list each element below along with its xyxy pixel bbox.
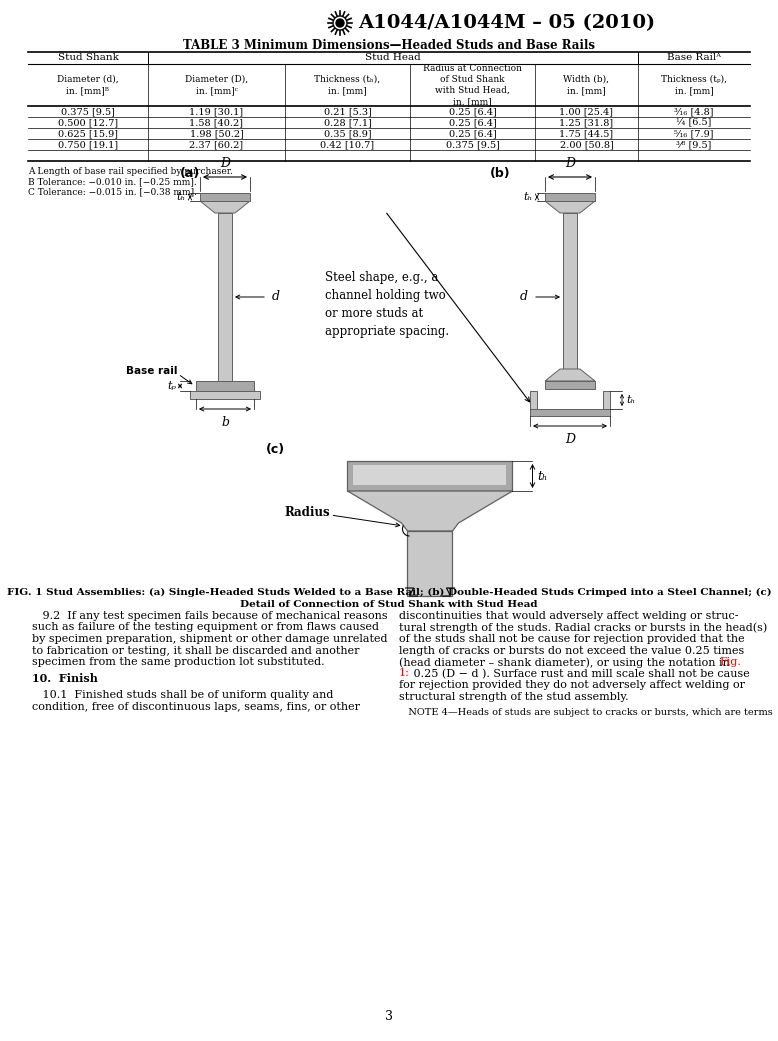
Text: tₕ: tₕ	[538, 469, 548, 482]
Bar	[603, 391, 610, 409]
Text: ⁵⁄₁₆ [7.9]: ⁵⁄₁₆ [7.9]	[675, 129, 713, 138]
Text: D: D	[565, 433, 575, 446]
Circle shape	[333, 16, 347, 30]
Text: A1044/A1044M – 05 (2010): A1044/A1044M – 05 (2010)	[358, 14, 655, 32]
Text: b: b	[221, 416, 229, 429]
Text: 0.375 [9.5]: 0.375 [9.5]	[61, 107, 115, 116]
Text: ³⁄₁₆ [4.8]: ³⁄₁₆ [4.8]	[675, 107, 713, 116]
Bar	[545, 193, 595, 201]
Text: Radius at Connection
of Stud Shank
with Stud Head,
in. [mm]: Radius at Connection of Stud Shank with …	[423, 64, 522, 106]
Bar	[563, 213, 577, 381]
Bar	[200, 193, 250, 201]
Text: C Tolerance: −0.015 in. [−0.38 mm].: C Tolerance: −0.015 in. [−0.38 mm].	[28, 187, 197, 196]
Text: Fig.: Fig.	[719, 657, 741, 667]
Bar	[353, 465, 506, 485]
Polygon shape	[545, 369, 595, 381]
Text: Width (b),
in. [mm]: Width (b), in. [mm]	[563, 75, 609, 95]
Text: d: d	[520, 290, 528, 304]
Text: TABLE 3 Minimum Dimensions—Headed Studs and Base Rails: TABLE 3 Minimum Dimensions—Headed Studs …	[183, 39, 595, 52]
Text: FIG. 1 Stud Assemblies: (a) Single-Headed Studs Welded to a Base Rail; (b) Doubl: FIG. 1 Stud Assemblies: (a) Single-Heade…	[7, 588, 771, 598]
Text: Stud Head: Stud Head	[365, 53, 421, 62]
Text: 1.25 [31.8]: 1.25 [31.8]	[559, 118, 614, 127]
Bar	[218, 213, 232, 381]
Text: (a): (a)	[180, 167, 200, 179]
Text: Base rail: Base rail	[127, 366, 178, 376]
Bar	[545, 381, 595, 389]
Text: 0.625 [15.9]: 0.625 [15.9]	[58, 129, 118, 138]
Text: D: D	[565, 157, 575, 170]
Text: Radius: Radius	[285, 507, 331, 519]
Text: 0.750 [19.1]: 0.750 [19.1]	[58, 139, 118, 149]
Text: specimen from the same production lot substituted.: specimen from the same production lot su…	[32, 657, 324, 667]
Bar	[348, 461, 513, 491]
Text: Thickness (tₕ),
in. [mm]: Thickness (tₕ), in. [mm]	[314, 75, 380, 95]
Text: d: d	[272, 290, 280, 304]
Text: 1.98 [50.2]: 1.98 [50.2]	[190, 129, 244, 138]
Text: 0.375 [9.5]: 0.375 [9.5]	[446, 139, 499, 149]
Text: 1.19 [30.1]: 1.19 [30.1]	[189, 107, 244, 116]
Bar	[408, 531, 453, 596]
Text: of the studs shall not be cause for rejection provided that the: of the studs shall not be cause for reje…	[399, 634, 745, 644]
Text: by specimen preparation, shipment or other damage unrelated: by specimen preparation, shipment or oth…	[32, 634, 387, 644]
Text: such as failure of the testing equipment or from flaws caused: such as failure of the testing equipment…	[32, 623, 379, 633]
Text: Stud Shank: Stud Shank	[58, 53, 118, 62]
Text: 1:: 1:	[399, 668, 410, 679]
Text: (head diameter – shank diameter), or using the notation in: (head diameter – shank diameter), or usi…	[399, 657, 734, 667]
Text: 1.00 [25.4]: 1.00 [25.4]	[559, 107, 614, 116]
Bar	[196, 381, 254, 391]
Text: tₚ: tₚ	[167, 381, 176, 391]
Text: 10.  Finish: 10. Finish	[32, 674, 98, 685]
Polygon shape	[545, 201, 595, 213]
Text: ³⁄⁸ [9.5]: ³⁄⁸ [9.5]	[676, 139, 712, 149]
Text: Detail of Connection of Stud Shank with Stud Head: Detail of Connection of Stud Shank with …	[240, 600, 538, 609]
Text: 0.25 [6.4]: 0.25 [6.4]	[449, 107, 496, 116]
Bar	[190, 391, 260, 399]
Text: tₕ: tₕ	[177, 192, 186, 202]
Text: tₕ: tₕ	[626, 395, 636, 405]
Text: 0.42 [10.7]: 0.42 [10.7]	[321, 139, 374, 149]
Text: (c): (c)	[265, 442, 285, 456]
Text: structural strength of the stud assembly.: structural strength of the stud assembly…	[399, 691, 629, 702]
Text: condition, free of discontinuous laps, seams, fins, or other: condition, free of discontinuous laps, s…	[32, 702, 360, 711]
Text: to fabrication or testing, it shall be discarded and another: to fabrication or testing, it shall be d…	[32, 645, 359, 656]
Text: 9.2  If any test specimen fails because of mechanical reasons: 9.2 If any test specimen fails because o…	[32, 611, 387, 621]
Text: 3: 3	[385, 1010, 393, 1023]
Text: 0.21 [5.3]: 0.21 [5.3]	[324, 107, 371, 116]
Text: tural strength of the studs. Radial cracks or bursts in the head(s): tural strength of the studs. Radial crac…	[399, 623, 767, 633]
Text: for rejection provided they do not adversely affect welding or: for rejection provided they do not adver…	[399, 680, 745, 690]
Text: Base Railᴬ: Base Railᴬ	[667, 53, 721, 62]
Text: ¼ [6.5]: ¼ [6.5]	[676, 118, 712, 127]
Text: D: D	[220, 157, 230, 170]
Text: NOTE 4—Heads of studs are subject to cracks or bursts, which are terms: NOTE 4—Heads of studs are subject to cra…	[399, 708, 773, 717]
Text: 0.25 [6.4]: 0.25 [6.4]	[449, 129, 496, 138]
Text: Steel shape, e.g., a
channel holding two
or more studs at
appropriate spacing.: Steel shape, e.g., a channel holding two…	[325, 271, 449, 338]
Text: 0.35 [8.9]: 0.35 [8.9]	[324, 129, 371, 138]
Bar	[530, 391, 537, 409]
Text: A Length of base rail specified by purchaser.: A Length of base rail specified by purch…	[28, 167, 233, 176]
Text: length of cracks or bursts do not exceed the value 0.25 times: length of cracks or bursts do not exceed…	[399, 645, 745, 656]
Bar	[530, 409, 610, 416]
Text: 0.28 [7.1]: 0.28 [7.1]	[324, 118, 371, 127]
Text: Diameter (D),
in. [mm]ᶜ: Diameter (D), in. [mm]ᶜ	[185, 75, 248, 95]
Polygon shape	[200, 201, 250, 213]
Text: B Tolerance: −0.010 in. [−0.25 mm].: B Tolerance: −0.010 in. [−0.25 mm].	[28, 177, 197, 186]
Text: Diameter (d),
in. [mm]ᴮ: Diameter (d), in. [mm]ᴮ	[58, 75, 119, 95]
Text: tₕ: tₕ	[524, 192, 533, 202]
Polygon shape	[348, 491, 513, 531]
Text: 0.500 [12.7]: 0.500 [12.7]	[58, 118, 118, 127]
Text: 10.1  Finished studs shall be of uniform quality and: 10.1 Finished studs shall be of uniform …	[32, 690, 334, 700]
Text: (b): (b)	[489, 167, 510, 179]
Text: 0.25 (D − d ). Surface rust and mill scale shall not be cause: 0.25 (D − d ). Surface rust and mill sca…	[410, 668, 750, 679]
Text: 2.00 [50.8]: 2.00 [50.8]	[559, 139, 613, 149]
Text: 1.75 [44.5]: 1.75 [44.5]	[559, 129, 614, 138]
Text: 1.58 [40.2]: 1.58 [40.2]	[190, 118, 244, 127]
Circle shape	[336, 19, 344, 27]
Text: 2.37 [60.2]: 2.37 [60.2]	[189, 139, 244, 149]
Text: 0.25 [6.4]: 0.25 [6.4]	[449, 118, 496, 127]
Text: discontinuities that would adversely affect welding or struc-: discontinuities that would adversely aff…	[399, 611, 738, 621]
Text: Thickness (tₚ),
in. [mm]: Thickness (tₚ), in. [mm]	[661, 75, 727, 95]
